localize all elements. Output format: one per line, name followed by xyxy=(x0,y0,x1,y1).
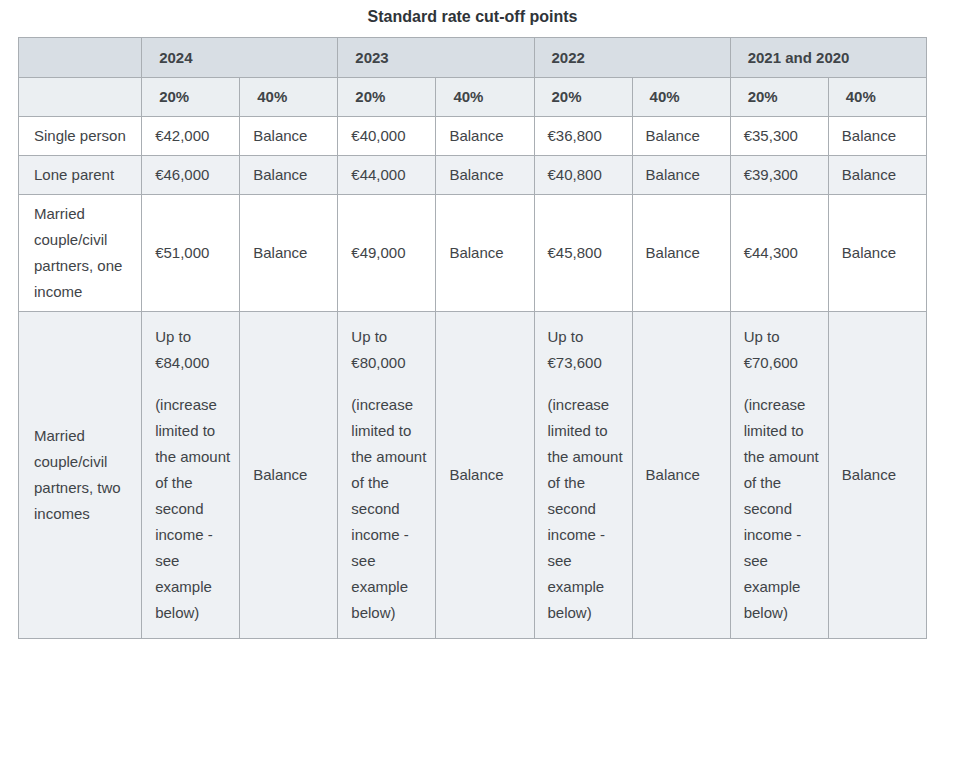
rate-header-row: 20% 40% 20% 40% 20% 40% 20% 40% xyxy=(19,78,927,117)
cell-note: (increase limited to the amount of the s… xyxy=(351,392,427,626)
rate-header-20: 20% xyxy=(338,78,436,117)
cell: €44,300 xyxy=(730,195,828,312)
rate-header-40: 40% xyxy=(436,78,534,117)
row-label: Married couple/civil partners, two incom… xyxy=(19,312,142,639)
cell: Balance xyxy=(436,117,534,156)
cell: €35,300 xyxy=(730,117,828,156)
row-label: Single person xyxy=(19,117,142,156)
corner-cell xyxy=(19,38,142,78)
cell-amount: Up to €84,000 xyxy=(155,324,231,376)
row-label: Married couple/civil partners, one incom… xyxy=(19,195,142,312)
cell: €45,800 xyxy=(534,195,632,312)
cell: Balance xyxy=(240,312,338,639)
cell: €40,000 xyxy=(338,117,436,156)
cell: €46,000 xyxy=(142,156,240,195)
cell: €36,800 xyxy=(534,117,632,156)
table-row-married-two-incomes: Married couple/civil partners, two incom… xyxy=(19,312,927,639)
rate-header-20: 20% xyxy=(534,78,632,117)
cell: Balance xyxy=(632,156,730,195)
cell: €40,800 xyxy=(534,156,632,195)
cell-amount: Balance xyxy=(646,462,722,488)
cell-amount: Up to €80,000 xyxy=(351,324,427,376)
row-label: Lone parent xyxy=(19,156,142,195)
page-title: Standard rate cut-off points xyxy=(18,5,927,29)
corner-cell xyxy=(19,78,142,117)
year-header-2024: 2024 xyxy=(142,38,338,78)
cell: Balance xyxy=(828,117,926,156)
cell: Balance xyxy=(240,156,338,195)
cell-amount: Balance xyxy=(253,462,329,488)
cell: Balance xyxy=(632,195,730,312)
cell: Balance xyxy=(436,195,534,312)
cell: €44,000 xyxy=(338,156,436,195)
cell: Up to €70,600 (increase limited to the a… xyxy=(730,312,828,639)
page: Standard rate cut-off points 2024 2023 2… xyxy=(0,0,955,775)
cell: Up to €80,000 (increase limited to the a… xyxy=(338,312,436,639)
table-row-single-person: Single person €42,000 Balance €40,000 Ba… xyxy=(19,117,927,156)
rate-header-40: 40% xyxy=(828,78,926,117)
cell-amount: Up to €70,600 xyxy=(744,324,820,376)
cell-amount: Balance xyxy=(842,462,918,488)
cell-note: (increase limited to the amount of the s… xyxy=(744,392,820,626)
cell: €42,000 xyxy=(142,117,240,156)
rate-header-40: 40% xyxy=(240,78,338,117)
cell: €51,000 xyxy=(142,195,240,312)
cell: Balance xyxy=(240,195,338,312)
cell: Balance xyxy=(240,117,338,156)
year-header-row: 2024 2023 2022 2021 and 2020 xyxy=(19,38,927,78)
standard-rate-cutoff-table: 2024 2023 2022 2021 and 2020 20% 40% 20%… xyxy=(18,37,927,639)
cell: Balance xyxy=(828,312,926,639)
table-row-lone-parent: Lone parent €46,000 Balance €44,000 Bala… xyxy=(19,156,927,195)
cell-note: (increase limited to the amount of the s… xyxy=(548,392,624,626)
cell: Up to €73,600 (increase limited to the a… xyxy=(534,312,632,639)
rate-header-20: 20% xyxy=(142,78,240,117)
cell: €39,300 xyxy=(730,156,828,195)
cell: Up to €84,000 (increase limited to the a… xyxy=(142,312,240,639)
cell-amount: Up to €73,600 xyxy=(548,324,624,376)
table-row-married-one-income: Married couple/civil partners, one incom… xyxy=(19,195,927,312)
year-header-2022: 2022 xyxy=(534,38,730,78)
cell: Balance xyxy=(436,312,534,639)
cell: €49,000 xyxy=(338,195,436,312)
year-header-2021-2020: 2021 and 2020 xyxy=(730,38,926,78)
year-header-2023: 2023 xyxy=(338,38,534,78)
cell-amount: Balance xyxy=(449,462,525,488)
rate-header-40: 40% xyxy=(632,78,730,117)
rate-header-20: 20% xyxy=(730,78,828,117)
cell: Balance xyxy=(828,156,926,195)
cell-note: (increase limited to the amount of the s… xyxy=(155,392,231,626)
cell: Balance xyxy=(632,312,730,639)
cell: Balance xyxy=(828,195,926,312)
cell: Balance xyxy=(436,156,534,195)
cell: Balance xyxy=(632,117,730,156)
